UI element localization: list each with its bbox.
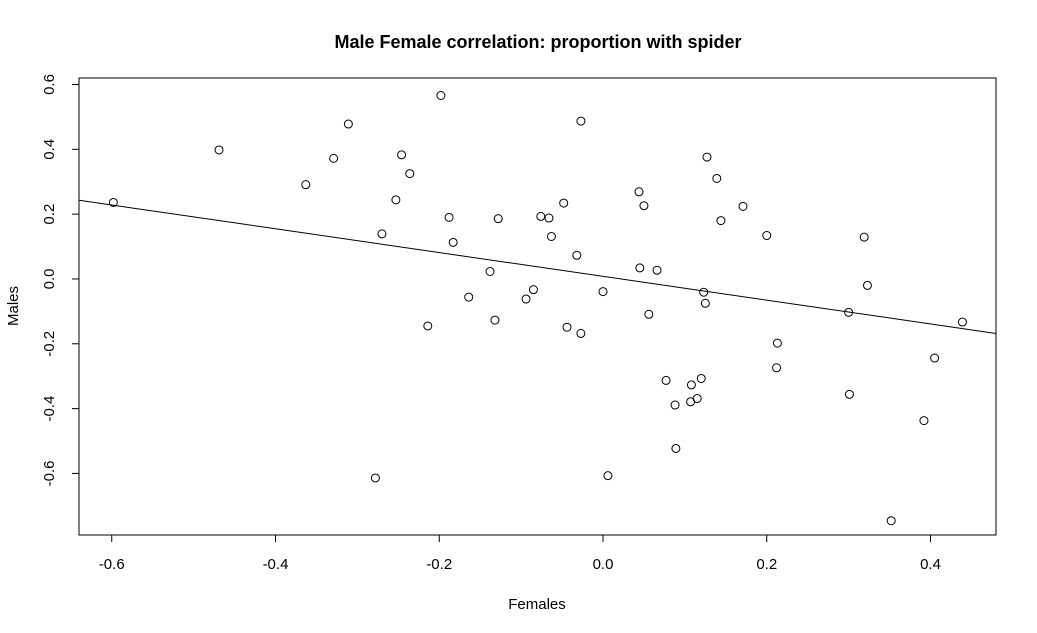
- data-point: [919, 416, 929, 426]
- y-tick-label: 0.4: [41, 139, 58, 160]
- data-point: [699, 287, 709, 297]
- data-point: [464, 292, 474, 302]
- data-point: [603, 471, 613, 481]
- data-point: [762, 231, 772, 241]
- data-point: [397, 150, 407, 160]
- x-axis: -0.6 -0.4 -0.2 0.0 0.2 0.4: [99, 534, 941, 573]
- data-point: [639, 201, 649, 211]
- x-tick-label: -0.2: [426, 556, 452, 573]
- data-point: [598, 287, 608, 297]
- y-axis-label: Males: [5, 286, 22, 326]
- data-point: [644, 309, 654, 319]
- data-point: [738, 201, 748, 211]
- chart-title: Male Female correlation: proportion with…: [334, 32, 741, 52]
- data-point: [696, 373, 706, 383]
- data-point: [521, 294, 531, 304]
- y-tick-label: -0.6: [41, 460, 58, 486]
- x-tick-label: 0.2: [756, 556, 777, 573]
- data-point: [528, 285, 538, 295]
- y-axis: -0.6 -0.4 -0.2 0.0 0.2 0.4 0.6: [41, 74, 80, 486]
- x-tick-label: -0.6: [99, 556, 125, 573]
- data-point: [546, 231, 556, 241]
- data-point: [862, 280, 872, 290]
- data-point: [576, 328, 586, 338]
- y-tick-label: -0.4: [41, 396, 58, 422]
- data-point: [343, 119, 353, 129]
- data-point: [930, 353, 940, 363]
- data-point: [886, 516, 896, 526]
- data-point: [716, 216, 726, 226]
- y-tick-label: 0.2: [41, 204, 58, 225]
- data-point: [448, 237, 458, 247]
- x-axis-label: Females: [508, 596, 566, 613]
- x-tick-label: 0.0: [593, 556, 614, 573]
- data-point: [370, 473, 380, 483]
- data-point: [844, 307, 854, 317]
- data-point: [423, 321, 433, 331]
- data-point: [859, 232, 869, 242]
- data-point: [490, 315, 500, 325]
- data-point: [700, 298, 710, 308]
- data-point: [670, 400, 680, 410]
- data-point: [108, 197, 118, 207]
- data-point: [559, 198, 569, 208]
- data-point: [405, 169, 415, 179]
- data-point: [712, 173, 722, 183]
- data-point: [957, 317, 967, 327]
- data-point: [634, 187, 644, 197]
- x-tick-label: -0.4: [263, 556, 289, 573]
- regression-line: [78, 199, 997, 334]
- y-tick-label: -0.2: [41, 331, 58, 357]
- data-point: [772, 363, 782, 373]
- data-point: [377, 229, 387, 239]
- data-point: [844, 389, 854, 399]
- data-point: [635, 263, 645, 273]
- y-tick-label: 0.0: [41, 269, 58, 290]
- data-point: [329, 153, 339, 163]
- data-point: [493, 214, 503, 224]
- data-point: [562, 322, 572, 332]
- data-point: [772, 338, 782, 348]
- x-tick-label: 0.4: [920, 556, 941, 573]
- data-point: [536, 211, 546, 221]
- data-point: [301, 180, 311, 190]
- y-tick-label: 0.6: [41, 74, 58, 95]
- data-point: [572, 250, 582, 260]
- data-point: [485, 266, 495, 276]
- data-point: [576, 116, 586, 126]
- data-point: [692, 394, 702, 404]
- data-point: [544, 213, 554, 223]
- data-point: [661, 375, 671, 385]
- data-point: [686, 380, 696, 390]
- data-point: [652, 265, 662, 275]
- data-point: [391, 195, 401, 205]
- data-point: [671, 443, 681, 453]
- data-point: [444, 212, 454, 222]
- data-point: [214, 145, 224, 155]
- data-point: [702, 152, 712, 162]
- data-points: [108, 91, 967, 526]
- data-point: [436, 91, 446, 101]
